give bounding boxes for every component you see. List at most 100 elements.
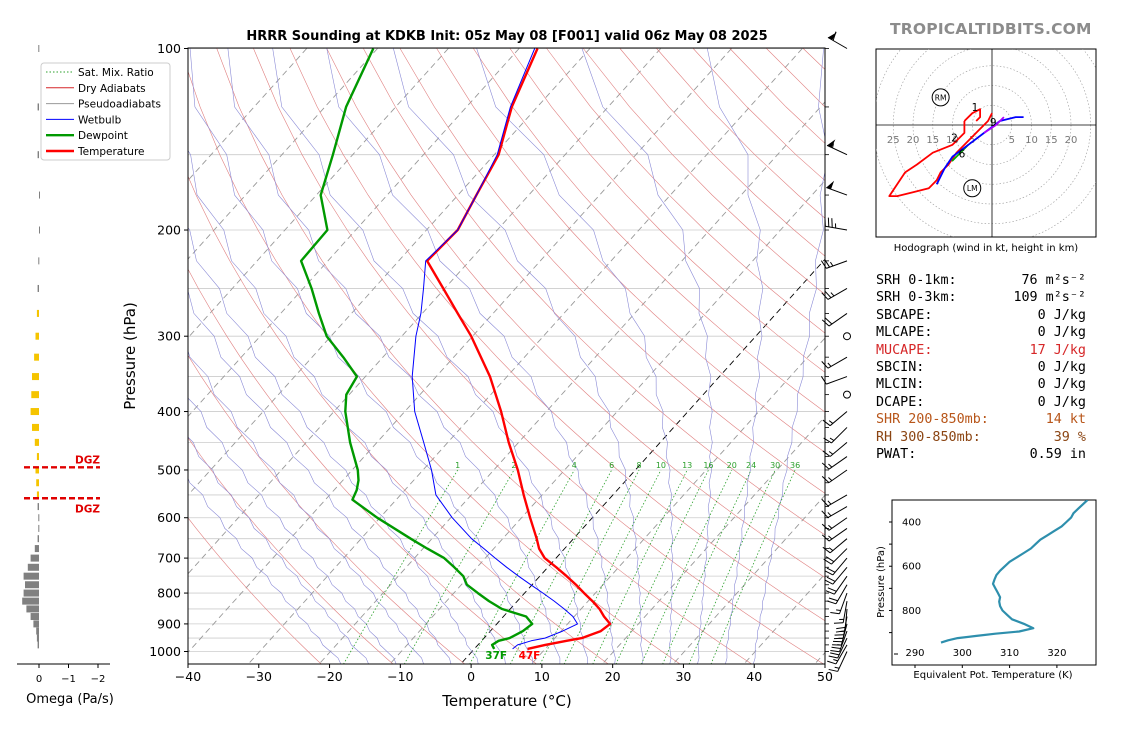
barb-half	[828, 547, 834, 551]
isotherm	[389, 179, 825, 664]
calm-circle	[843, 390, 851, 399]
barb-full	[828, 655, 838, 659]
x-tick-label: 10	[534, 669, 550, 684]
legend-label: Dry Adiabats	[78, 83, 146, 95]
storm-motion-marker	[963, 179, 982, 198]
barb-full	[821, 462, 830, 470]
dry-adiabat	[546, 48, 825, 334]
wind-barb	[820, 376, 848, 385]
x-tick-label: −10	[387, 669, 413, 684]
barb-staff	[832, 566, 848, 585]
wind-barb	[826, 180, 848, 196]
wind-barb	[823, 427, 848, 444]
hodograph-trace-9km	[983, 116, 1005, 134]
barb-half	[827, 500, 832, 505]
dewpoint-line	[299, 48, 534, 650]
dry-adiabat	[436, 48, 825, 453]
x-tick-label: 50	[817, 669, 833, 684]
barb-staff	[826, 260, 848, 269]
mixing-ratio-label: 24	[746, 461, 756, 470]
x-tick-label: −40	[175, 669, 201, 684]
storm-motion-marker	[931, 88, 950, 107]
barb-full	[822, 546, 831, 554]
pseudoadiabat	[581, 48, 713, 664]
barb-half	[834, 666, 840, 669]
omega-bar	[34, 545, 39, 553]
barb-full	[821, 319, 830, 327]
y-tick-label: 300	[157, 329, 181, 344]
mixing-ratio-line	[563, 469, 662, 664]
omega-bar	[36, 634, 39, 642]
hodograph-ring-label: 5	[1009, 135, 1015, 146]
mixing-ratio-label: 20	[727, 461, 737, 470]
omega-bar	[31, 391, 39, 399]
index-label: PWAT:	[876, 446, 917, 462]
barb-half	[830, 292, 835, 297]
dry-adiabat	[216, 48, 753, 664]
omega-bar	[38, 257, 40, 265]
barb-staff	[828, 528, 848, 542]
index-label: DCAPE:	[876, 394, 925, 410]
theta-e-x-tick-label: 290	[905, 648, 924, 659]
omega-x-tick-label: −2	[91, 674, 106, 685]
isotherm	[672, 494, 825, 664]
theta-e-inner	[940, 500, 1089, 644]
wind-barb	[833, 601, 848, 624]
hodograph-ring-label: 20	[907, 135, 920, 146]
barb-half	[828, 463, 833, 468]
barb-half	[828, 451, 834, 455]
mixing-ratio-line	[662, 469, 752, 664]
isotherm	[188, 48, 662, 575]
skewt-ylabel: Pressure (hPa)	[121, 302, 139, 410]
legend-label: Temperature	[77, 146, 145, 158]
index-label: SRH 0-3km:	[876, 290, 957, 306]
y-tick-label: 1000	[149, 644, 181, 659]
dgz-label: DGZ	[75, 503, 100, 515]
isotherm	[318, 101, 825, 664]
omega-bar	[36, 453, 39, 461]
barb-full	[821, 523, 830, 531]
index-value: 0 J/kg	[1037, 307, 1086, 323]
pseudoadiabat	[188, 436, 369, 664]
barb-staff	[828, 517, 848, 531]
theta-e-panel: 290 300 310 320 400 600 800	[889, 499, 1097, 668]
x-tick-label: 30	[675, 669, 691, 684]
dry-adiabat	[188, 70, 681, 664]
omega-bar	[37, 535, 39, 543]
index-label: MLCIN:	[876, 377, 925, 393]
isotherm	[188, 48, 591, 496]
mixing-ratio-line	[640, 469, 733, 664]
y-tick-label: 900	[157, 616, 181, 631]
barb-staff	[827, 494, 848, 507]
dgz-label: DGZ	[75, 454, 100, 466]
storm-motion-label: LM	[967, 184, 978, 193]
x-tick-label: 20	[605, 669, 621, 684]
wind-barb	[822, 442, 848, 457]
barb-full	[830, 650, 840, 653]
wind-barbs	[820, 31, 851, 672]
x-tick-label: 0	[467, 669, 475, 684]
omega-panel: 0 −1 −2 DGZ DGZ	[17, 45, 110, 685]
wind-barb	[821, 494, 848, 507]
omega-bar	[26, 605, 39, 613]
theta-e-y-tick-label: 800	[902, 606, 921, 617]
index-label: SBCAPE:	[876, 307, 933, 323]
omega-bar	[38, 524, 40, 532]
hodograph-panel: 25 20 15 10 5 5 10 15 20 1 26 9 RM LM	[875, 48, 1097, 238]
index-value: 0 J/kg	[1037, 394, 1086, 410]
barb-full	[823, 437, 832, 444]
pseudoadiabat	[476, 48, 674, 664]
barb-full	[827, 587, 837, 592]
omega-xlabel: Omega (Pa/s)	[26, 692, 114, 707]
hodograph-trace-0-3km	[888, 112, 993, 198]
barb-flag	[827, 32, 837, 40]
barb-half	[832, 143, 834, 149]
y-tick-label: 200	[157, 223, 181, 238]
barb-staff	[827, 37, 848, 49]
barb-staff	[833, 575, 848, 595]
surface-temp-label: 47F	[519, 650, 541, 662]
legend-label: Wetbulb	[78, 114, 122, 126]
y-tick-label: 800	[157, 586, 181, 601]
barb-staff	[835, 644, 848, 665]
barb-full	[827, 600, 837, 605]
